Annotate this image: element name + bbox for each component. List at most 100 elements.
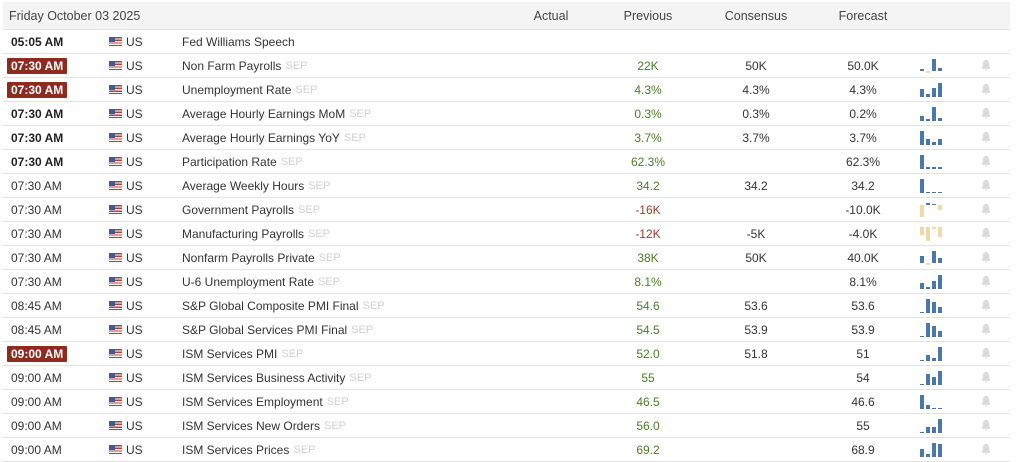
bell-icon[interactable] <box>981 251 991 263</box>
sparkline-chart[interactable] <box>920 299 944 313</box>
event-name[interactable]: Fed Williams Speech <box>182 30 299 53</box>
bell-icon[interactable] <box>981 347 991 359</box>
time-label: 08:45 AM <box>11 298 62 313</box>
sparkline-chart[interactable] <box>920 275 944 289</box>
sparkline-chart[interactable] <box>920 347 944 361</box>
forecast-value: 8.1% <box>849 274 877 289</box>
event-name[interactable]: S&P Global Composite PMI Final SEP <box>182 294 385 317</box>
sparkline-bar <box>932 301 936 313</box>
actual-value <box>506 438 596 461</box>
consensus-value <box>711 270 801 293</box>
table-row[interactable]: 07:30 AM US Average Hourly Earnings YoY S… <box>3 126 1010 150</box>
sparkline-chart[interactable] <box>920 227 944 241</box>
sparkline-chart[interactable] <box>920 155 944 169</box>
table-row[interactable]: 07:30 AM US Manufacturing Payrolls SEP -1… <box>3 222 1010 246</box>
sparkline-bar <box>938 205 942 210</box>
sparkline-chart[interactable] <box>920 251 944 265</box>
event-name[interactable]: Government Payrolls SEP <box>182 198 320 221</box>
previous-value: 54.5 <box>636 322 660 337</box>
event-time: 08:45 AM <box>7 294 66 317</box>
table-row[interactable]: 09:00 AM US ISM Services Prices SEP 69.2 … <box>3 438 1010 462</box>
event-name[interactable]: ISM Services New Orders SEP <box>182 414 346 437</box>
table-row[interactable]: 07:30 AM US Participation Rate SEP 62.3% … <box>3 150 1010 174</box>
bell-icon[interactable] <box>981 323 991 335</box>
sparkline-chart[interactable] <box>920 179 944 193</box>
bell-icon[interactable] <box>981 179 991 191</box>
bell-icon[interactable] <box>981 371 991 383</box>
event-name[interactable]: ISM Services Prices SEP <box>182 438 315 461</box>
bell-icon[interactable] <box>981 275 991 287</box>
sparkline-bar <box>926 191 930 193</box>
table-row[interactable]: 08:45 AM US S&P Global Services PMI Fina… <box>3 318 1010 342</box>
actual-value <box>506 150 596 173</box>
event-name[interactable]: Non Farm Payrolls SEP <box>182 54 307 77</box>
event-name[interactable]: Nonfarm Payrolls Private SEP <box>182 246 341 269</box>
sparkline-chart[interactable] <box>920 419 944 433</box>
country: US <box>126 298 143 313</box>
table-row[interactable]: 09:00 AM US ISM Services New Orders SEP 5… <box>3 414 1010 438</box>
consensus-value: 53.6 <box>744 298 768 313</box>
event-name[interactable]: U-6 Unemployment Rate SEP <box>182 270 340 293</box>
sparkline-bar <box>938 166 942 169</box>
sparkline-bar <box>920 155 924 169</box>
table-row[interactable]: 07:30 AM US Non Farm Payrolls SEP 22K 50K… <box>3 54 1010 78</box>
event-name[interactable]: Average Hourly Earnings MoM SEP <box>182 102 371 125</box>
actual-value <box>506 126 596 149</box>
bell-icon[interactable] <box>981 59 991 71</box>
bell-icon[interactable] <box>981 155 991 167</box>
event-name[interactable]: Average Hourly Earnings YoY SEP <box>182 126 366 149</box>
event-name[interactable]: ISM Services Employment SEP <box>182 390 349 413</box>
event-name[interactable]: ISM Services PMI SEP <box>182 342 303 365</box>
table-row[interactable]: 05:05 AM US Fed Williams Speech <box>3 30 1010 54</box>
event-name[interactable]: Participation Rate SEP <box>182 150 303 173</box>
forecast-value: 4.3% <box>849 82 877 97</box>
sparkline-chart[interactable] <box>920 395 944 409</box>
sparkline-bar <box>920 116 924 121</box>
table-row[interactable]: 09:00 AM US ISM Services PMI SEP 52.0 51.… <box>3 342 1010 366</box>
event-name[interactable]: S&P Global Services PMI Final SEP <box>182 318 373 341</box>
bell-icon[interactable] <box>981 299 991 311</box>
bell-icon[interactable] <box>981 203 991 215</box>
event-name[interactable]: Unemployment Rate SEP <box>182 78 317 101</box>
sparkline-chart[interactable] <box>920 131 944 145</box>
event-name[interactable]: Manufacturing Payrolls SEP <box>182 222 330 245</box>
table-row[interactable]: 08:45 AM US S&P Global Composite PMI Fin… <box>3 294 1010 318</box>
sparkline-chart[interactable] <box>920 371 944 385</box>
table-row[interactable]: 07:30 AM US Unemployment Rate SEP 4.3% 4.… <box>3 78 1010 102</box>
event-time: 07:30 AM <box>7 174 66 197</box>
bell-icon[interactable] <box>981 131 991 143</box>
sparkline-chart[interactable] <box>920 203 944 217</box>
event-name[interactable]: Average Weekly Hours SEP <box>182 174 330 197</box>
sparkline-chart[interactable] <box>920 83 944 97</box>
table-row[interactable]: 09:00 AM US ISM Services Business Activi… <box>3 366 1010 390</box>
time-label: 07:30 AM <box>11 130 64 145</box>
consensus-value: 51.8 <box>744 346 768 361</box>
bell-icon[interactable] <box>981 107 991 119</box>
period-label: SEP <box>318 251 341 264</box>
bell-icon[interactable] <box>981 419 991 431</box>
table-row[interactable]: 09:00 AM US ISM Services Employment SEP 4… <box>3 390 1010 414</box>
actual-value <box>506 174 596 197</box>
us-flag-icon <box>109 157 122 166</box>
table-row[interactable]: 07:30 AM US U-6 Unemployment Rate SEP 8.1… <box>3 270 1010 294</box>
sparkline-chart[interactable] <box>920 443 944 457</box>
table-row[interactable]: 07:30 AM US Government Payrolls SEP -16K … <box>3 198 1010 222</box>
sparkline-bar <box>932 59 936 72</box>
country: US <box>126 178 143 193</box>
actual-value <box>506 222 596 245</box>
date-heading: Friday October 03 2025 <box>9 8 141 23</box>
bell-icon[interactable] <box>981 227 991 239</box>
sparkline-bar <box>926 94 930 97</box>
sparkline-chart[interactable] <box>920 323 944 337</box>
table-row[interactable]: 07:30 AM US Nonfarm Payrolls Private SEP … <box>3 246 1010 270</box>
event-time: 07:30 AM <box>7 222 66 245</box>
consensus-value <box>711 30 801 53</box>
event-name[interactable]: ISM Services Business Activity SEP <box>182 366 371 389</box>
sparkline-chart[interactable] <box>920 107 944 121</box>
table-row[interactable]: 07:30 AM US Average Hourly Earnings MoM S… <box>3 102 1010 126</box>
bell-icon[interactable] <box>981 83 991 95</box>
bell-icon[interactable] <box>981 443 991 455</box>
sparkline-chart[interactable] <box>920 59 944 73</box>
bell-icon[interactable] <box>981 395 991 407</box>
table-row[interactable]: 07:30 AM US Average Weekly Hours SEP 34.2… <box>3 174 1010 198</box>
